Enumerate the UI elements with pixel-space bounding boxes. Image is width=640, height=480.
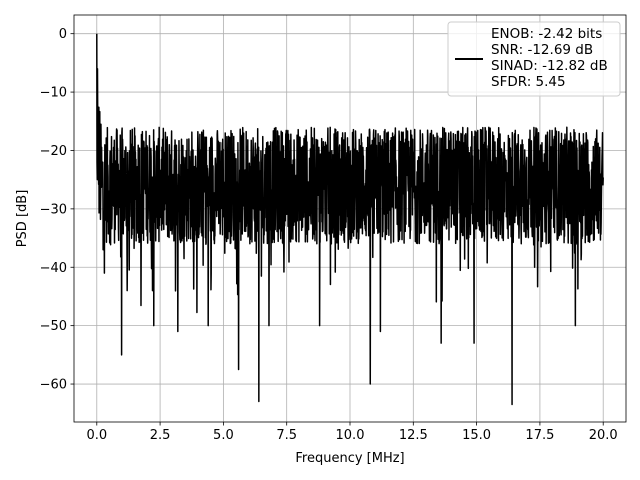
- y-tick-label: −30: [40, 202, 67, 217]
- y-tick-label: −40: [40, 261, 67, 276]
- x-tick-label: 12.5: [399, 428, 428, 443]
- psd-line: [96, 33, 604, 406]
- y-tick-label: −50: [40, 319, 67, 334]
- y-axis-label: PSD [dB]: [15, 190, 30, 248]
- y-tick-label: −20: [40, 144, 67, 159]
- x-tick-label: 2.5: [150, 428, 171, 443]
- legend-line: SNR: -12.69 dB: [491, 42, 593, 58]
- ticks: 0.0 2.5 5.0 7.5 10.0 12.5 15.0 17.5 20.0 0 −10 −20 −…: [40, 27, 618, 443]
- x-tick-label: 15.0: [462, 428, 491, 443]
- x-tick-label: 10.0: [336, 428, 365, 443]
- y-tick-label: −60: [40, 378, 67, 393]
- legend-line: ENOB: -2.42 bits: [491, 26, 602, 42]
- x-tick-label: 17.5: [525, 428, 554, 443]
- legend-box: [447, 21, 621, 97]
- legend: ENOB: -2.42 bits SNR: -12.69 dB SINAD: -12…: [447, 21, 621, 97]
- legend-line: SINAD: -12.82 dB: [491, 58, 608, 74]
- y-tick-label: −10: [40, 86, 67, 101]
- y-tick-label: 0: [59, 27, 67, 42]
- legend-line: SFDR: 5.45: [491, 74, 566, 90]
- x-tick-label: 0.0: [86, 428, 107, 443]
- x-axis-label: Frequency [MHz]: [295, 451, 404, 466]
- x-tick-label: 20.0: [589, 428, 618, 443]
- legend-entry-text: ENOB: -2.42 bits SNR: -12.69 dB SINAD: -12…: [491, 26, 608, 90]
- plot-area: [96, 33, 604, 406]
- x-tick-label: 7.5: [276, 428, 297, 443]
- x-tick-label: 5.0: [213, 428, 234, 443]
